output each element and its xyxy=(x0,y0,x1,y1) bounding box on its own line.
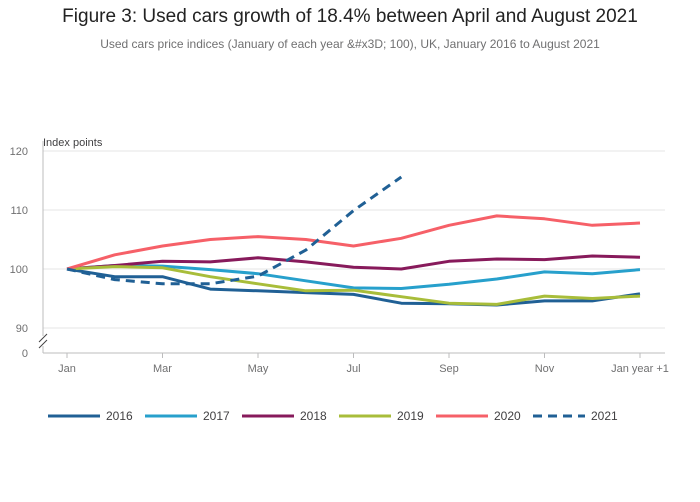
y-tick-label: 120 xyxy=(10,146,28,158)
legend-label-2021: 2021 xyxy=(591,409,618,423)
series-line-2018 xyxy=(66,254,641,271)
axis-break-stroke xyxy=(38,333,48,343)
series-line-2017 xyxy=(66,264,641,290)
x-tick-label: Sep xyxy=(439,363,459,375)
y-tick-label: 100 xyxy=(10,264,28,276)
legend: 2016 2017 2018 2019 2020 2021 xyxy=(48,409,618,423)
y-tick-label: 0 xyxy=(22,348,28,360)
legend-label-2020: 2020 xyxy=(494,409,521,423)
legend-label-2018: 2018 xyxy=(300,409,327,423)
legend-label-2019: 2019 xyxy=(397,409,424,423)
x-axis-ticks: Jan Mar May Jul Sep Nov Jan year +1 xyxy=(58,353,669,375)
y-tick-label: 110 xyxy=(10,205,28,217)
axis-break-stroke xyxy=(38,339,48,349)
series-line-2019 xyxy=(66,265,641,306)
x-tick-label: Jul xyxy=(346,363,360,375)
series-line-2020 xyxy=(66,214,641,271)
chart-subtitle: Used cars price indices (January of each… xyxy=(100,37,600,51)
x-tick-label: Mar xyxy=(153,363,172,375)
series-line-2021 xyxy=(66,175,403,286)
series-lines xyxy=(66,175,641,307)
x-tick-label: Jan year +1 xyxy=(611,363,669,375)
x-tick-label: Jan xyxy=(58,363,76,375)
x-tick-label: Nov xyxy=(535,363,555,375)
y-tick-label: 90 xyxy=(16,323,28,335)
series-line-2016 xyxy=(66,267,641,307)
legend-label-2016: 2016 xyxy=(106,409,133,423)
chart-title: Figure 3: Used cars growth of 18.4% betw… xyxy=(62,6,638,27)
y-axis-label: Index points xyxy=(43,137,103,149)
y-axis-ticks: 0 90 100 110 120 xyxy=(10,146,28,360)
x-tick-label: May xyxy=(248,363,269,375)
axis-break-mark xyxy=(38,333,48,349)
legend-label-2017: 2017 xyxy=(203,409,230,423)
